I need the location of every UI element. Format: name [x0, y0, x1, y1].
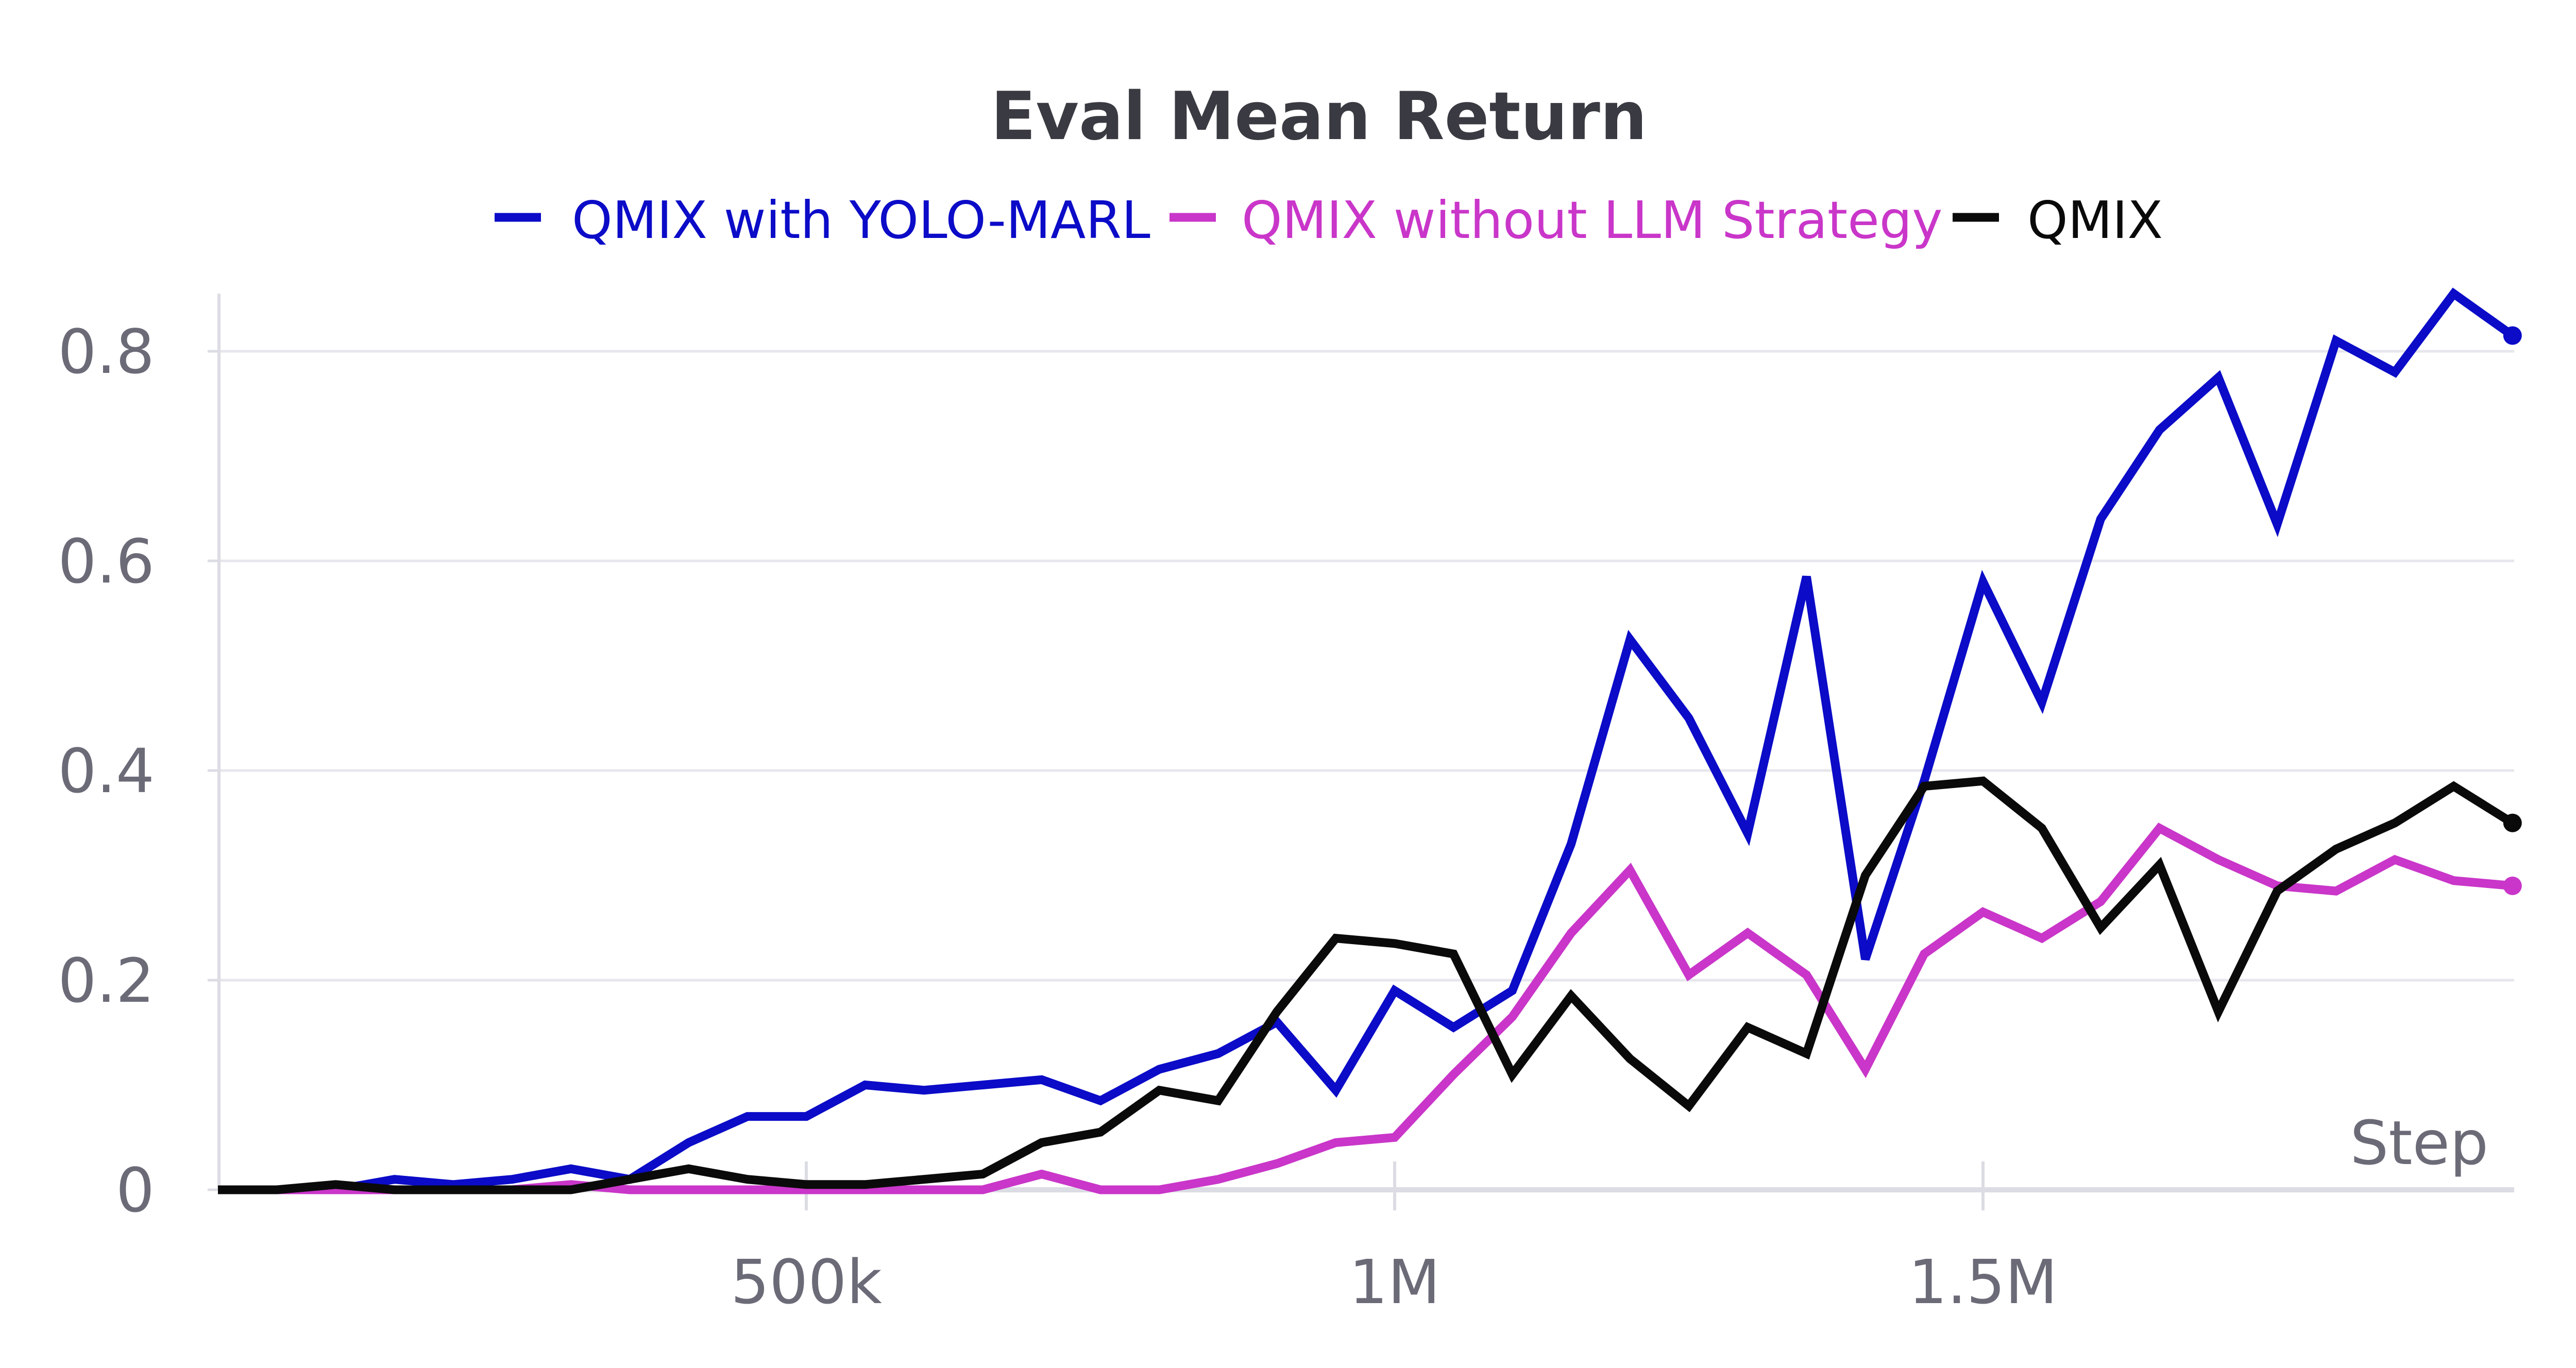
series-lines — [218, 287, 2522, 1194]
y-axis-ticks: 0 0.2 0.4 0.6 0.8 — [58, 316, 219, 1226]
series-line-0 — [218, 287, 2515, 1194]
x-tick-label: 1.5M — [1908, 1246, 2057, 1318]
series-end-point-0 — [2503, 326, 2522, 345]
legend-label: QMIX — [2027, 190, 2163, 250]
x-axis-title: Step — [2350, 1107, 2488, 1178]
x-axis-ticks: 500k 1M 1.5M — [731, 1161, 2058, 1318]
y-tick-label: 0.4 — [58, 736, 155, 807]
y-tick-label: 0 — [116, 1155, 155, 1226]
axes — [217, 294, 2514, 1192]
chart-title: Eval Mean Return — [991, 78, 1647, 155]
legend-label: QMIX without LLM Strategy — [1242, 190, 1942, 250]
y-tick-label: 0.8 — [58, 316, 155, 387]
series-end-point-1 — [2503, 876, 2522, 895]
series-end-point-2 — [2503, 813, 2522, 832]
y-tick-label: 0.6 — [58, 526, 155, 597]
x-tick-label: 1M — [1349, 1246, 1440, 1318]
legend-label: QMIX with YOLO-MARL — [572, 190, 1150, 250]
y-tick-label: 0.2 — [58, 945, 155, 1016]
gridlines — [219, 350, 2514, 982]
legend: QMIX with YOLO-MARL QMIX without LLM Stra… — [495, 190, 2163, 250]
series-line-2 — [218, 776, 2515, 1194]
x-tick-label: 500k — [731, 1246, 882, 1318]
